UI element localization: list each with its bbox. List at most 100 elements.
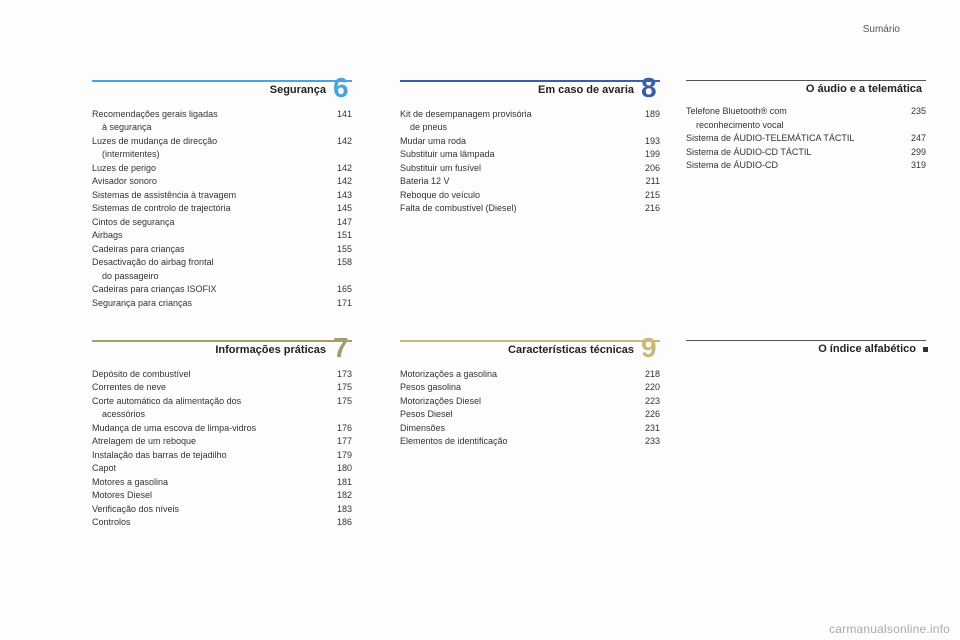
section-7-title: Informações práticas [92,344,330,356]
toc-line: Luzes de perigo142 [92,162,352,176]
toc-page: 199 [632,148,660,162]
toc-label: Verificação dos níveis [92,503,324,517]
toc-label: Sistemas de assistência à travagem [92,189,324,203]
toc-line: Capot180 [92,462,352,476]
section-6-number: 6 [330,78,352,98]
toc-label: Falta de combustível (Diesel) [400,202,632,216]
toc-page: 211 [632,175,660,189]
toc-line: Sistemas de controlo de trajectória145 [92,202,352,216]
toc-page: 177 [324,435,352,449]
toc-line: Instalação das barras de tejadilho179 [92,449,352,463]
toc-page: 186 [324,516,352,530]
toc-page: 181 [324,476,352,490]
toc-line: Atrelagem de um reboque177 [92,435,352,449]
section-8-title: Em caso de avaria [400,84,638,96]
toc-page: 171 [324,297,352,311]
toc-page: 182 [324,489,352,503]
toc-page: 143 [324,189,352,203]
section-audio-bar [686,80,926,81]
section-audio-list: Telefone Bluetooth® comreconhecimento vo… [686,105,926,173]
section-8: Em caso de avaria 8 Kit de desempanagem … [400,80,660,216]
toc-line: Reboque do veículo215 [400,189,660,203]
section-8-list: Kit de desempanagem provisóriade pneus18… [400,108,660,216]
section-index-bar [686,340,926,341]
toc-page: 176 [324,422,352,436]
toc-line: Telefone Bluetooth® comreconhecimento vo… [686,105,926,132]
section-audio-title: O áudio e a telemática [686,83,926,95]
section-7-number: 7 [330,338,352,358]
section-7-bar [92,340,352,342]
toc-label: Airbags [92,229,324,243]
section-9-title: Características técnicas [400,344,638,356]
toc-page: 147 [324,216,352,230]
toc-page: 247 [898,132,926,146]
toc-page: 180 [324,462,352,476]
section-8-number: 8 [638,78,660,98]
toc-page: 231 [632,422,660,436]
section-index-title: O índice alfabético [686,343,916,355]
toc-page: 175 [324,395,352,422]
section-6: Segurança 6 Recomendações gerais ligadas… [92,80,352,310]
toc-page: 193 [632,135,660,149]
toc-label: Motores a gasolina [92,476,324,490]
toc-line: Pesos Diesel226 [400,408,660,422]
section-audio: O áudio e a telemática Telefone Bluetoot… [686,80,926,173]
toc-page: 233 [632,435,660,449]
toc-label: Sistema de ÁUDIO-CD TÁCTIL [686,146,898,160]
toc-label: Mudar uma roda [400,135,632,149]
toc-label: Depósito de combustível [92,368,324,382]
toc-page: 141 [324,108,352,135]
toc-label: Desactivação do airbag frontaldo passage… [92,256,324,283]
toc-page: 142 [324,135,352,162]
toc-line: Motorizações a gasolina218 [400,368,660,382]
toc-label: Motorizações Diesel [400,395,632,409]
toc-line: Sistema de ÁUDIO-CD319 [686,159,926,173]
toc-line: Depósito de combustível173 [92,368,352,382]
toc-label: Controlos [92,516,324,530]
toc-line: Motores Diesel182 [92,489,352,503]
index-marker-icon [923,347,928,352]
toc-line: Cadeiras para crianças ISOFIX165 [92,283,352,297]
toc-line: Verificação dos níveis183 [92,503,352,517]
toc-page: 226 [632,408,660,422]
section-9: Características técnicas 9 Motorizações … [400,340,660,449]
toc-label: Pesos gasolina [400,381,632,395]
section-8-bar [400,80,660,82]
toc-page: 155 [324,243,352,257]
toc-page: 183 [324,503,352,517]
toc-line: Desactivação do airbag frontaldo passage… [92,256,352,283]
toc-label: Dimensões [400,422,632,436]
toc-line: Substituir um fusível206 [400,162,660,176]
toc-line: Controlos186 [92,516,352,530]
toc-page: 206 [632,162,660,176]
toc-line: Mudança de uma escova de limpa-vidros176 [92,422,352,436]
toc-line: Falta de combustível (Diesel)216 [400,202,660,216]
toc-label: Kit de desempanagem provisóriade pneus [400,108,632,135]
toc-page: 179 [324,449,352,463]
toc-line: Sistema de ÁUDIO-CD TÁCTIL299 [686,146,926,160]
toc-line: Motores a gasolina181 [92,476,352,490]
toc-label: Capot [92,462,324,476]
toc-page: 299 [898,146,926,160]
toc-label: Motores Diesel [92,489,324,503]
toc-line: Recomendações gerais ligadasà segurança1… [92,108,352,135]
toc-line: Bateria 12 V211 [400,175,660,189]
footer-watermark: carmanualsonline.info [829,622,950,636]
toc-page: 145 [324,202,352,216]
toc-line: Substituir uma lâmpada199 [400,148,660,162]
toc-label: Corte automático da alimentação dosacess… [92,395,324,422]
toc-label: Sistema de ÁUDIO-TELEMÁTICA TÁCTIL [686,132,898,146]
section-9-number: 9 [638,338,660,358]
toc-page: 216 [632,202,660,216]
toc-label: Luzes de mudança de direcção(intermitent… [92,135,324,162]
section-6-list: Recomendações gerais ligadasà segurança1… [92,108,352,311]
section-7-list: Depósito de combustível173Correntes de n… [92,368,352,530]
toc-page: 189 [632,108,660,135]
toc-label: Luzes de perigo [92,162,324,176]
toc-line: Corte automático da alimentação dosacess… [92,395,352,422]
toc-label: Sistema de ÁUDIO-CD [686,159,898,173]
section-6-title: Segurança [92,84,330,96]
section-9-list: Motorizações a gasolina218Pesos gasolina… [400,368,660,449]
toc-label: Avisador sonoro [92,175,324,189]
toc-line: Luzes de mudança de direcção(intermitent… [92,135,352,162]
